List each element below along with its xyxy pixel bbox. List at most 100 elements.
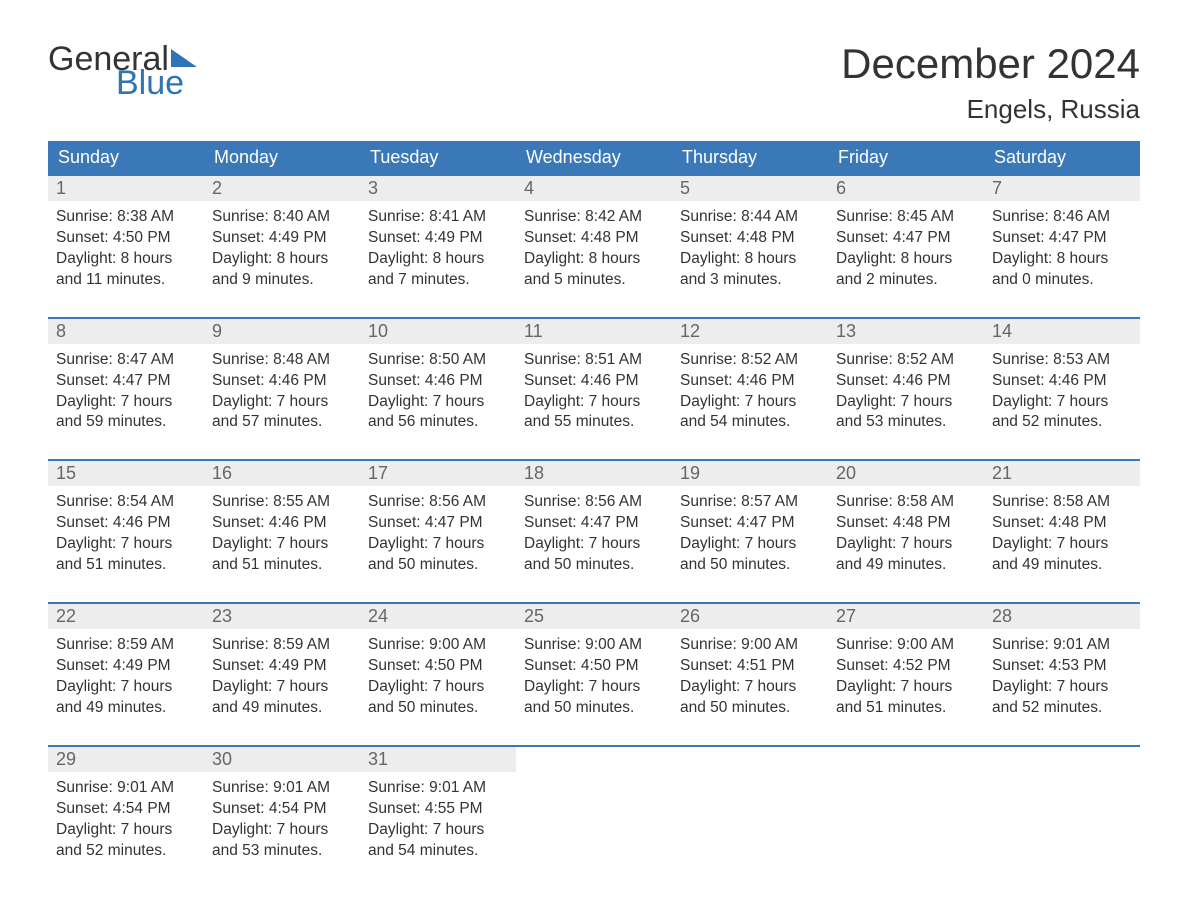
day-line: Sunset: 4:47 PM	[680, 513, 820, 534]
day-details: Sunrise: 8:56 AMSunset: 4:47 PMDaylight:…	[516, 486, 672, 576]
day-cell: 18Sunrise: 8:56 AMSunset: 4:47 PMDayligh…	[516, 461, 672, 586]
day-line: Sunset: 4:47 PM	[368, 513, 508, 534]
day-line: Sunset: 4:54 PM	[56, 799, 196, 820]
day-cell: 19Sunrise: 8:57 AMSunset: 4:47 PMDayligh…	[672, 461, 828, 586]
week-row: 22Sunrise: 8:59 AMSunset: 4:49 PMDayligh…	[48, 602, 1140, 729]
day-number: 21	[984, 461, 1140, 486]
day-line: Sunrise: 8:45 AM	[836, 207, 976, 228]
day-line: Daylight: 7 hours	[368, 677, 508, 698]
day-line: and 54 minutes.	[368, 841, 508, 862]
day-line: Sunrise: 8:52 AM	[836, 350, 976, 371]
day-line: and 49 minutes.	[836, 555, 976, 576]
day-details: Sunrise: 9:00 AMSunset: 4:52 PMDaylight:…	[828, 629, 984, 719]
day-cell: 30Sunrise: 9:01 AMSunset: 4:54 PMDayligh…	[204, 747, 360, 872]
day-line: Sunset: 4:47 PM	[524, 513, 664, 534]
day-line: Sunset: 4:47 PM	[56, 371, 196, 392]
day-line: Sunset: 4:46 PM	[212, 513, 352, 534]
day-cell	[516, 747, 672, 872]
day-cell: 20Sunrise: 8:58 AMSunset: 4:48 PMDayligh…	[828, 461, 984, 586]
day-details: Sunrise: 9:00 AMSunset: 4:51 PMDaylight:…	[672, 629, 828, 719]
day-line: and 9 minutes.	[212, 270, 352, 291]
day-number: 8	[48, 319, 204, 344]
week-row: 1Sunrise: 8:38 AMSunset: 4:50 PMDaylight…	[48, 174, 1140, 301]
day-line: Daylight: 7 hours	[992, 534, 1132, 555]
day-details: Sunrise: 8:46 AMSunset: 4:47 PMDaylight:…	[984, 201, 1140, 291]
day-number: 19	[672, 461, 828, 486]
day-cell: 1Sunrise: 8:38 AMSunset: 4:50 PMDaylight…	[48, 176, 204, 301]
day-line: Sunrise: 9:01 AM	[368, 778, 508, 799]
day-line: Daylight: 7 hours	[992, 392, 1132, 413]
day-line: Sunset: 4:50 PM	[524, 656, 664, 677]
day-number: 24	[360, 604, 516, 629]
day-line: Sunset: 4:46 PM	[56, 513, 196, 534]
day-number: 6	[828, 176, 984, 201]
day-details: Sunrise: 8:58 AMSunset: 4:48 PMDaylight:…	[828, 486, 984, 576]
day-line: Sunrise: 8:46 AM	[992, 207, 1132, 228]
day-details: Sunrise: 9:01 AMSunset: 4:54 PMDaylight:…	[204, 772, 360, 862]
day-line: Sunset: 4:46 PM	[680, 371, 820, 392]
day-line: Daylight: 7 hours	[680, 677, 820, 698]
day-cell: 15 Sunrise: 8:54 AMSunset: 4:46 PMDayligh…	[48, 461, 204, 586]
day-cell: 28Sunrise: 9:01 AMSunset: 4:53 PMDayligh…	[984, 604, 1140, 729]
day-number: 23	[204, 604, 360, 629]
day-line: and 54 minutes.	[680, 412, 820, 433]
day-line: Sunset: 4:46 PM	[368, 371, 508, 392]
day-line: and 51 minutes.	[56, 555, 196, 576]
day-line: Sunset: 4:47 PM	[836, 228, 976, 249]
day-line: Daylight: 7 hours	[368, 392, 508, 413]
day-cell: 3Sunrise: 8:41 AMSunset: 4:49 PMDaylight…	[360, 176, 516, 301]
day-line: Daylight: 7 hours	[56, 534, 196, 555]
day-line: Sunset: 4:50 PM	[368, 656, 508, 677]
day-details: Sunrise: 8:42 AMSunset: 4:48 PMDaylight:…	[516, 201, 672, 291]
day-cell: 29Sunrise: 9:01 AMSunset: 4:54 PMDayligh…	[48, 747, 204, 872]
day-details: Sunrise: 9:01 AMSunset: 4:53 PMDaylight:…	[984, 629, 1140, 719]
dow-cell: Tuesday	[360, 141, 516, 174]
day-line: Sunrise: 9:01 AM	[992, 635, 1132, 656]
day-line: and 56 minutes.	[368, 412, 508, 433]
day-line: Daylight: 8 hours	[680, 249, 820, 270]
day-line: Sunset: 4:48 PM	[680, 228, 820, 249]
logo-part2: Blue	[116, 64, 184, 103]
day-line: Sunrise: 8:57 AM	[680, 492, 820, 513]
day-line: Daylight: 7 hours	[212, 392, 352, 413]
day-line: and 53 minutes.	[836, 412, 976, 433]
day-line: Sunset: 4:46 PM	[524, 371, 664, 392]
day-line: Sunrise: 8:42 AM	[524, 207, 664, 228]
day-line: Sunrise: 8:53 AM	[992, 350, 1132, 371]
day-cell: 12Sunrise: 8:52 AMSunset: 4:46 PMDayligh…	[672, 319, 828, 444]
day-line: and 5 minutes.	[524, 270, 664, 291]
day-details: Sunrise: 9:00 AMSunset: 4:50 PMDaylight:…	[360, 629, 516, 719]
day-line: and 51 minutes.	[836, 698, 976, 719]
day-line: Sunrise: 8:41 AM	[368, 207, 508, 228]
day-details: Sunrise: 8:41 AMSunset: 4:49 PMDaylight:…	[360, 201, 516, 291]
day-cell: 21Sunrise: 8:58 AMSunset: 4:48 PMDayligh…	[984, 461, 1140, 586]
day-number: 25	[516, 604, 672, 629]
day-number: 15	[48, 461, 204, 486]
day-cell: 5Sunrise: 8:44 AMSunset: 4:48 PMDaylight…	[672, 176, 828, 301]
day-line: and 11 minutes.	[56, 270, 196, 291]
day-line: Daylight: 7 hours	[524, 534, 664, 555]
day-line: and 50 minutes.	[680, 698, 820, 719]
day-line: and 53 minutes.	[212, 841, 352, 862]
day-line: Sunset: 4:46 PM	[992, 371, 1132, 392]
day-line: Sunset: 4:52 PM	[836, 656, 976, 677]
day-line: and 59 minutes.	[56, 412, 196, 433]
weeks-container: 1Sunrise: 8:38 AMSunset: 4:50 PMDaylight…	[48, 174, 1140, 871]
day-cell: 4Sunrise: 8:42 AMSunset: 4:48 PMDaylight…	[516, 176, 672, 301]
day-details: Sunrise: 8:38 AMSunset: 4:50 PMDaylight:…	[48, 201, 204, 291]
day-line: Daylight: 7 hours	[212, 820, 352, 841]
day-number	[672, 747, 828, 772]
dow-cell: Monday	[204, 141, 360, 174]
day-line: Sunrise: 8:40 AM	[212, 207, 352, 228]
day-cell: 7Sunrise: 8:46 AMSunset: 4:47 PMDaylight…	[984, 176, 1140, 301]
day-cell: 23Sunrise: 8:59 AMSunset: 4:49 PMDayligh…	[204, 604, 360, 729]
dow-cell: Sunday	[48, 141, 204, 174]
day-details: Sunrise: 8:58 AMSunset: 4:48 PMDaylight:…	[984, 486, 1140, 576]
day-line: Sunrise: 8:54 AM	[56, 492, 196, 513]
day-line: Daylight: 8 hours	[56, 249, 196, 270]
day-number: 5	[672, 176, 828, 201]
day-line: Sunset: 4:51 PM	[680, 656, 820, 677]
day-cell: 22Sunrise: 8:59 AMSunset: 4:49 PMDayligh…	[48, 604, 204, 729]
day-line: and 50 minutes.	[368, 698, 508, 719]
day-cell: 27Sunrise: 9:00 AMSunset: 4:52 PMDayligh…	[828, 604, 984, 729]
